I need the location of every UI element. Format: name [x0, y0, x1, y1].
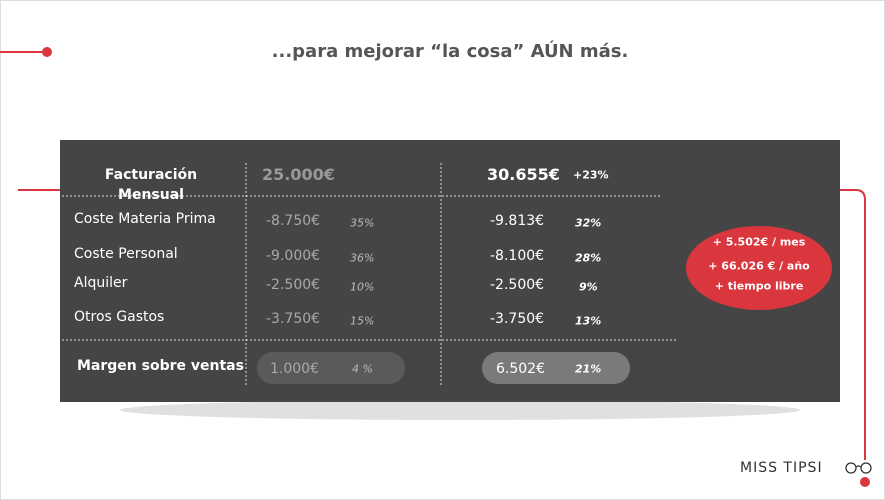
glasses-icon: [845, 462, 872, 474]
row-label: Margen sobre ventas: [77, 358, 244, 374]
cell: 4 %: [352, 362, 373, 376]
cell: 9%: [579, 280, 598, 294]
shadow: [120, 400, 800, 420]
cell: 36%: [350, 251, 375, 265]
cell: 28%: [575, 251, 602, 265]
cell: 10%: [350, 280, 375, 294]
pill: [482, 352, 630, 384]
cell: -2.500€: [490, 277, 545, 293]
title: ...para mejorar “la cosa” AÚN más.: [271, 41, 629, 62]
pill: [257, 352, 405, 384]
row-label: Coste Personal: [74, 246, 178, 262]
cell: -9.000€: [266, 248, 321, 264]
cell: 13%: [575, 314, 602, 328]
accent-dot: [42, 47, 52, 57]
logo: MISS TIPSI: [740, 460, 823, 476]
cell: 35%: [350, 216, 375, 230]
cell: -3.750€: [266, 311, 321, 327]
cell: -3.750€: [490, 311, 545, 327]
cell: -8.750€: [266, 213, 321, 229]
highlight-line: + 5.502€ / mes: [712, 235, 806, 249]
cell: -8.100€: [490, 248, 545, 264]
accent-dot: [860, 477, 870, 487]
cell: -2.500€: [266, 277, 321, 293]
row-label: Alquiler: [74, 275, 128, 291]
cell: 25.000€: [262, 165, 335, 184]
row-label: Coste Materia Prima: [74, 211, 216, 227]
cell: 1.000€: [270, 361, 319, 377]
cell: 32%: [575, 216, 602, 230]
highlight-badge: [686, 226, 832, 310]
cell: -9.813€: [490, 213, 545, 229]
cell: 30.655€: [487, 165, 560, 184]
row-label: Otros Gastos: [74, 309, 165, 325]
highlight-line: + tiempo libre: [714, 279, 804, 293]
row-label: Facturación Mensual: [104, 167, 198, 203]
cell: 21%: [575, 362, 602, 376]
highlight-line: + 66.026 € / año: [708, 259, 810, 273]
cell: 6.502€: [496, 361, 545, 377]
cell: +23%: [573, 168, 609, 182]
cell: 15%: [350, 314, 375, 328]
accent-line: [840, 189, 866, 460]
